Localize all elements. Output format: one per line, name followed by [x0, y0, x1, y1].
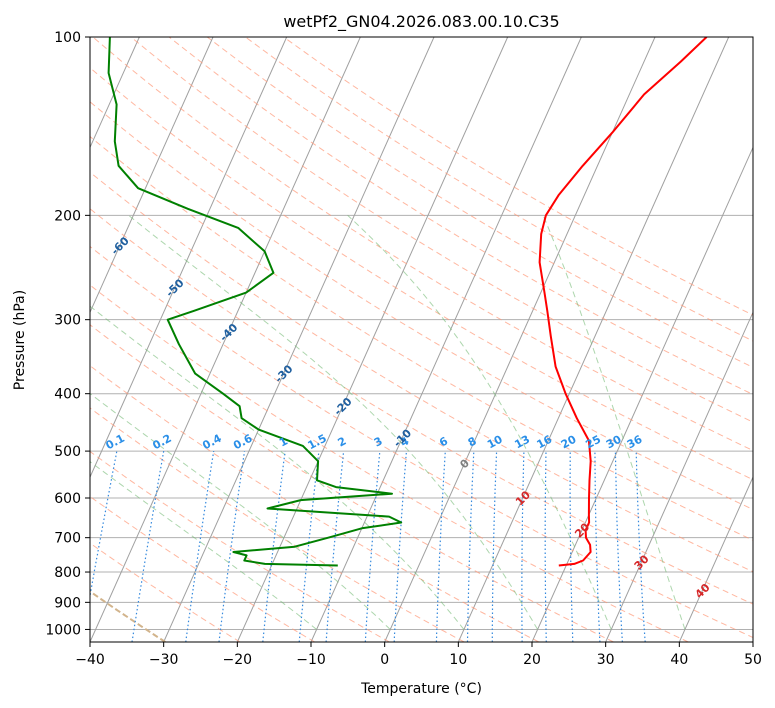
dry-adiabat-line [90, 450, 390, 642]
x-tick-label: 10 [449, 652, 467, 668]
isotherm-line [90, 37, 214, 314]
y-tick-label: 500 [54, 444, 81, 460]
isotherm-line [384, 37, 656, 642]
x-tick-label: 30 [597, 652, 615, 668]
mixing-ratio-line [218, 451, 246, 642]
plot-area [90, 37, 753, 642]
mixing-ratio-label: 30 [604, 433, 624, 452]
dry-adiabat-line [90, 284, 689, 642]
dry-adiabat-line [90, 135, 753, 541]
mixing-ratio-label: 25 [583, 433, 603, 452]
mixing-ratio-label: 10 [485, 433, 505, 452]
dry-adiabat-line [90, 67, 753, 481]
isotherm-line [236, 37, 509, 642]
isotherm-line [678, 475, 753, 642]
mixing-ratio-label: 36 [625, 433, 645, 452]
y-tick-label: 100 [54, 30, 81, 46]
x-tick-label: 0 [380, 652, 389, 668]
x-tick-label: 40 [670, 652, 688, 668]
y-tick-label: 800 [54, 565, 81, 581]
dry-adiabat-line [90, 495, 315, 642]
plot-frame [89, 36, 754, 643]
x-tick-label: 50 [744, 652, 762, 668]
chart-title: wetPf2_GN04.2026.083.00.10.C35 [283, 12, 559, 32]
dry-adiabat-line [90, 324, 614, 642]
profile-lines [107, 37, 708, 567]
mixing-ratio-line [298, 451, 320, 642]
isotherm-line [531, 146, 753, 642]
isotherm-line [90, 37, 140, 149]
dry-adiabat-line [90, 245, 753, 639]
y-tick-label: 1000 [45, 622, 81, 638]
x-axis-label: Temperature (°C) [360, 681, 482, 697]
dry-adiabat-line [168, 37, 753, 396]
isotherm-line [310, 37, 582, 642]
y-tick-label: 300 [54, 313, 81, 329]
temperature-line [538, 37, 708, 567]
isotherm-line [90, 37, 361, 642]
dewpoint-line [107, 37, 403, 567]
dry-adiabat-line [90, 208, 753, 605]
x-tick-label: −30 [149, 652, 179, 668]
y-tick-label: 200 [54, 208, 81, 224]
x-tick-label: 20 [523, 652, 541, 668]
y-axis-label: Pressure (hPa) [12, 290, 28, 390]
isotherm-line [457, 37, 730, 642]
x-tick-label: −40 [75, 652, 105, 668]
isotherm-line [90, 37, 288, 479]
mixing-ratio-label: 13 [512, 433, 532, 452]
mixing-ratio-label: 20 [559, 433, 579, 452]
moist-adiabat-line [347, 214, 612, 630]
mixing-ratio-label: 16 [535, 433, 555, 452]
moist-adiabat-line [90, 392, 391, 630]
moist-adiabat-line [90, 461, 317, 630]
mixing-ratio-line [262, 451, 286, 642]
y-tick-label: 400 [54, 387, 81, 403]
dry-adiabat-line [206, 37, 753, 368]
dry-adiabat-line [90, 365, 540, 642]
isotherm-line [163, 37, 435, 642]
dry-adiabat-line [90, 407, 465, 642]
background-lines [90, 37, 753, 642]
mixing-ratio-line [325, 451, 345, 642]
y-tick-label: 600 [54, 491, 81, 507]
axes: −40 −30 −20 −10 0 10 20 30 40 50 100 200 300 400 500 60… [45, 30, 762, 668]
x-tick-label: −20 [223, 652, 253, 668]
mixing-ratio-line [185, 451, 215, 642]
y-tick-label: 900 [54, 595, 81, 611]
moist-adiabat-line [128, 214, 539, 630]
dry-adiabat-line [90, 101, 753, 511]
isotherm-line [605, 311, 753, 642]
x-tick-label: −10 [296, 652, 326, 668]
y-tick-label: 700 [54, 531, 81, 547]
dry-adiabat-highlight [90, 590, 166, 642]
